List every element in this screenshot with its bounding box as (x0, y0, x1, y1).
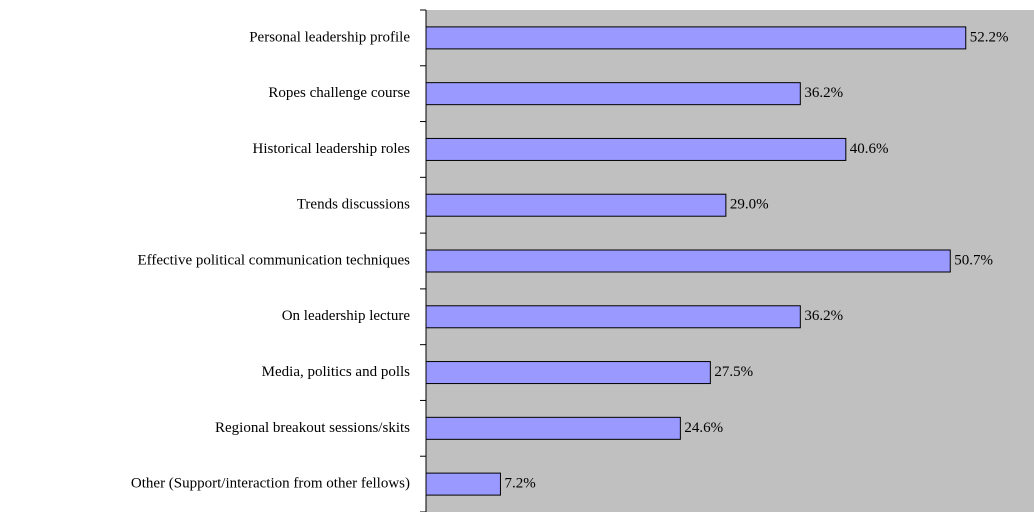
data-label: 7.2% (504, 476, 535, 492)
bar (425, 26, 967, 50)
data-label: 27.5% (714, 364, 753, 380)
bar (425, 416, 681, 440)
bar (425, 82, 801, 106)
y-tick-label: Other (Support/interaction from other fe… (131, 476, 410, 492)
data-label: 24.6% (684, 420, 723, 436)
y-tick-label: Personal leadership profile (249, 29, 410, 45)
bar (425, 137, 847, 161)
y-tick-label: Effective political communication techni… (137, 252, 410, 268)
y-tick-label: Historical leadership roles (253, 141, 411, 157)
data-label: 36.2% (804, 308, 843, 324)
bar (425, 472, 501, 496)
y-tick-label: On leadership lecture (282, 308, 411, 324)
bar (425, 249, 951, 273)
y-tick-label: Media, politics and polls (262, 364, 410, 380)
data-label: 50.7% (954, 252, 993, 268)
bar (425, 361, 711, 385)
data-label: 29.0% (730, 197, 769, 213)
y-tick-label: Trends discussions (297, 197, 410, 213)
bar (425, 193, 727, 217)
y-tick-label: Regional breakout sessions/skits (215, 420, 410, 436)
data-label: 36.2% (804, 85, 843, 101)
data-label: 40.6% (850, 141, 889, 157)
y-tick-label: Ropes challenge course (268, 85, 410, 101)
data-label: 52.2% (970, 29, 1009, 45)
bar (425, 305, 801, 329)
